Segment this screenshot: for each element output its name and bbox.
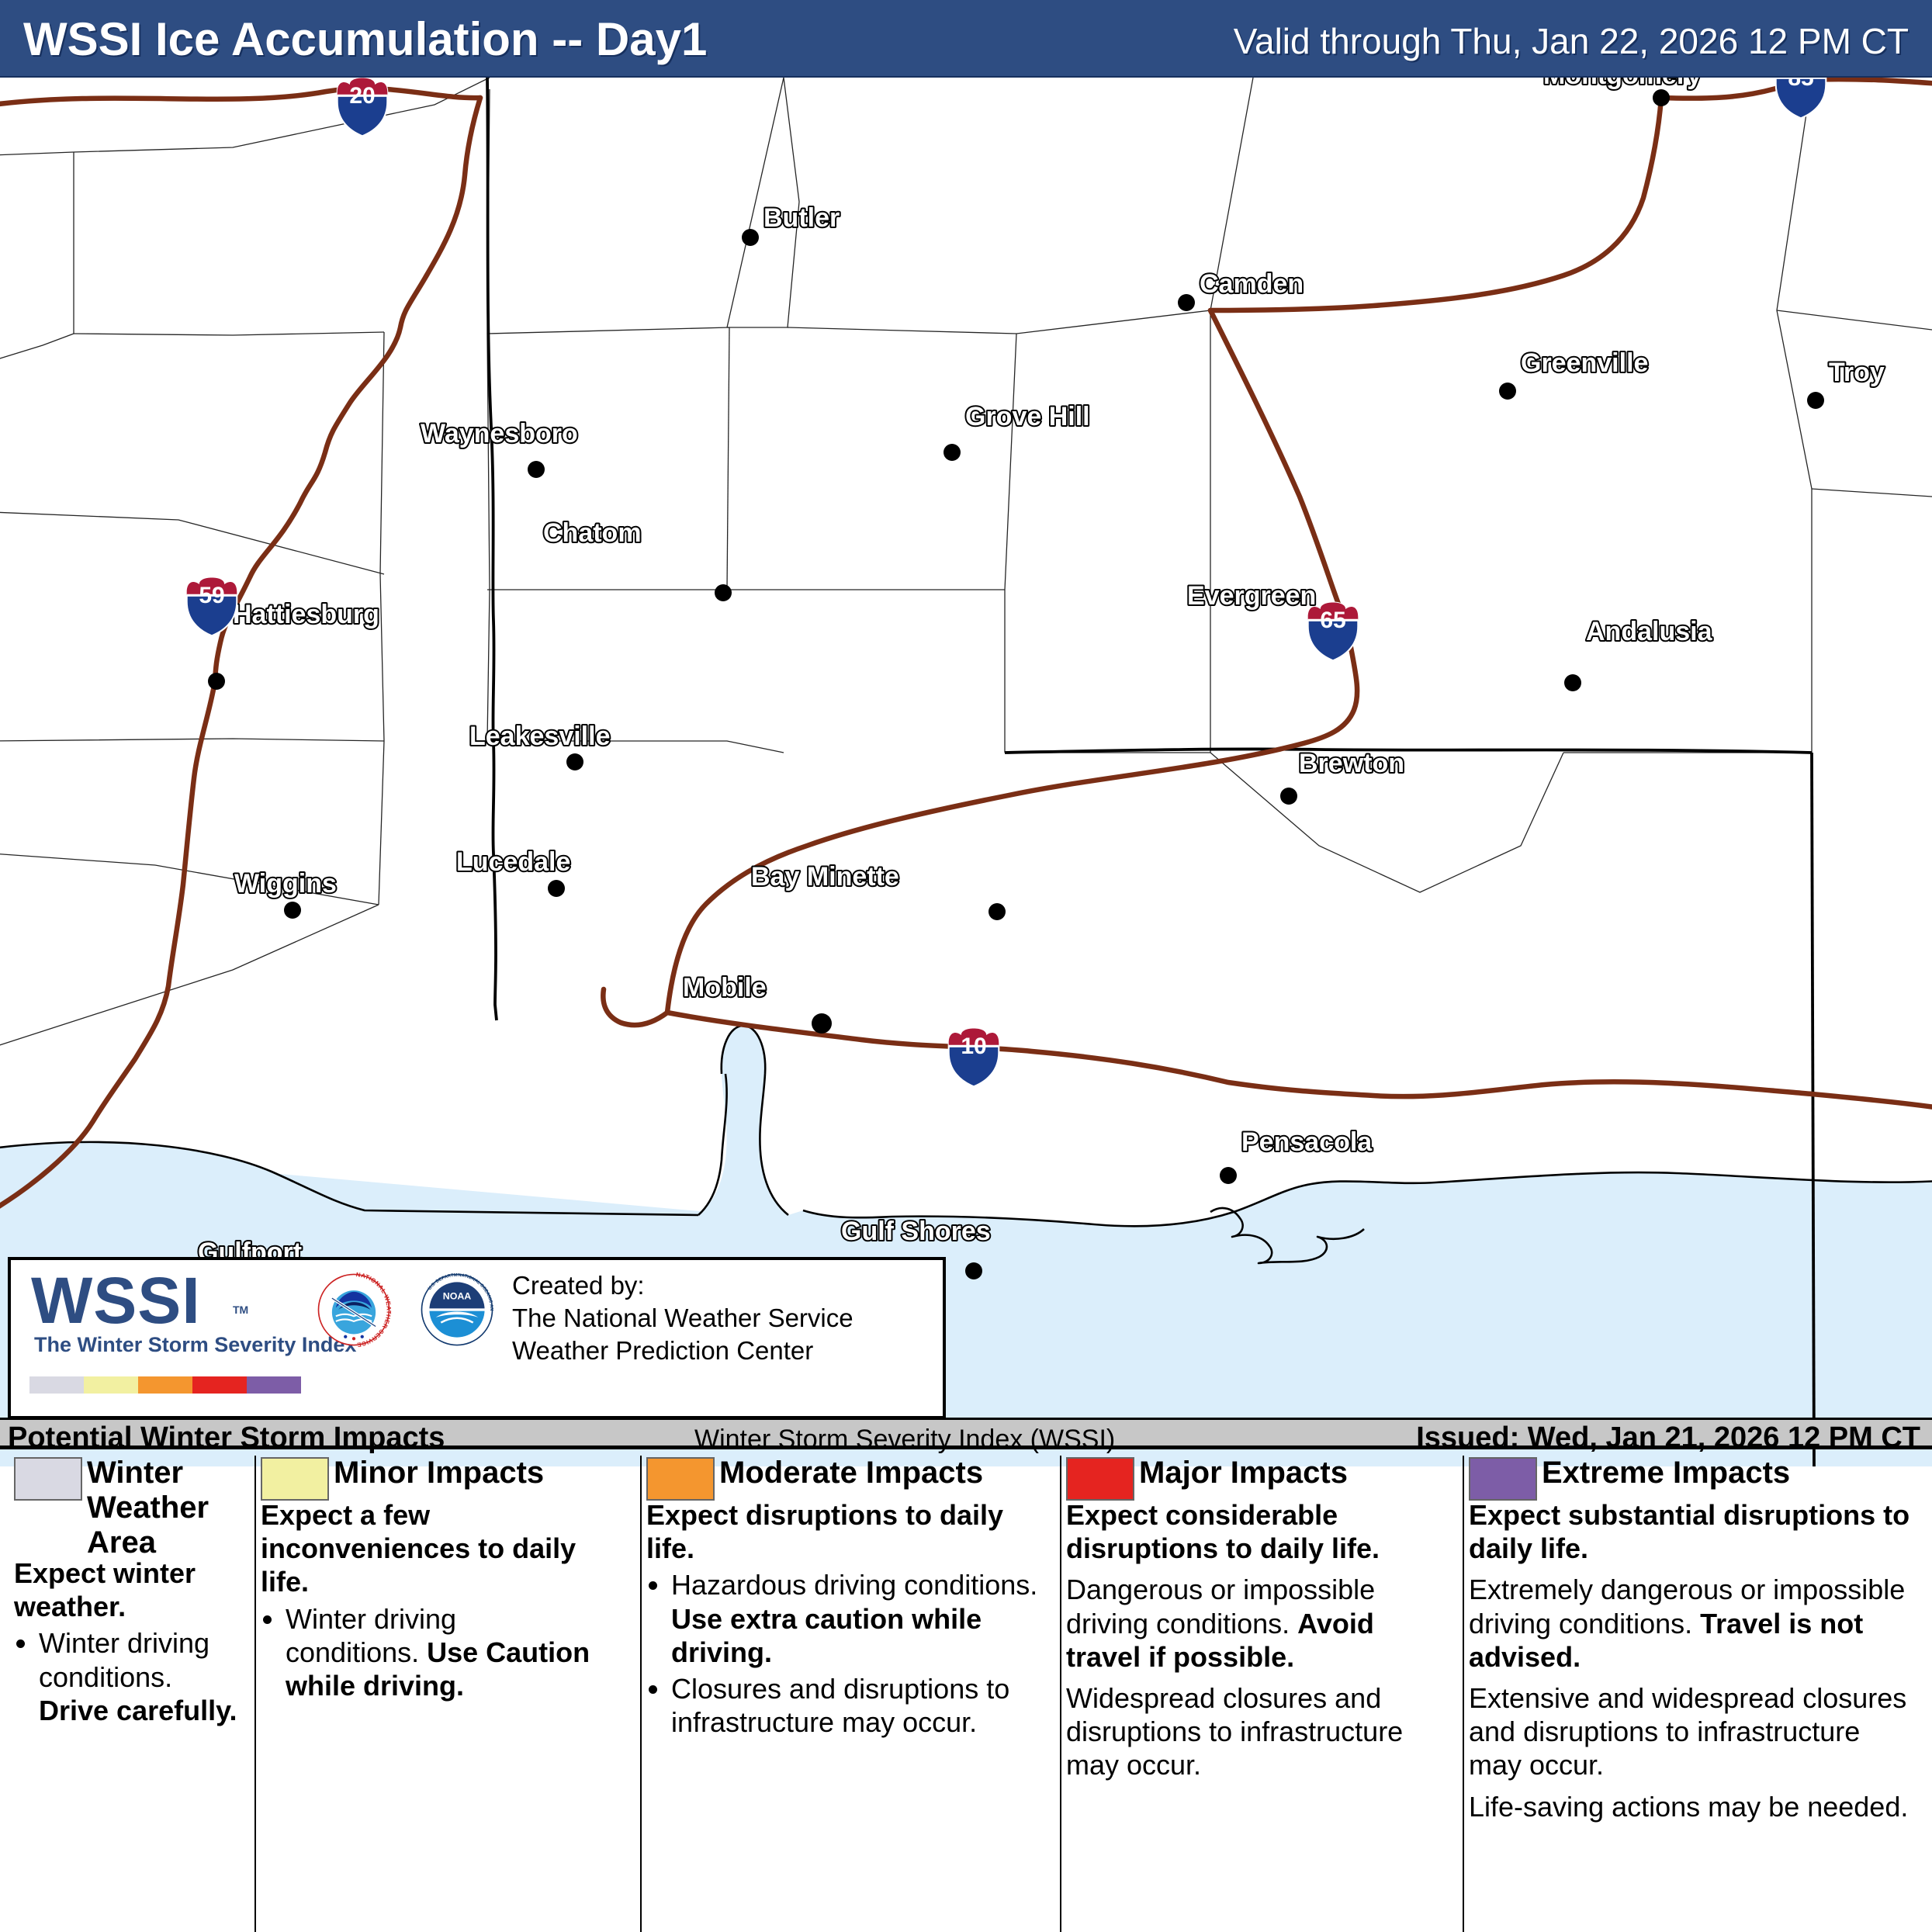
- svg-text:NOAA: NOAA: [443, 1291, 472, 1302]
